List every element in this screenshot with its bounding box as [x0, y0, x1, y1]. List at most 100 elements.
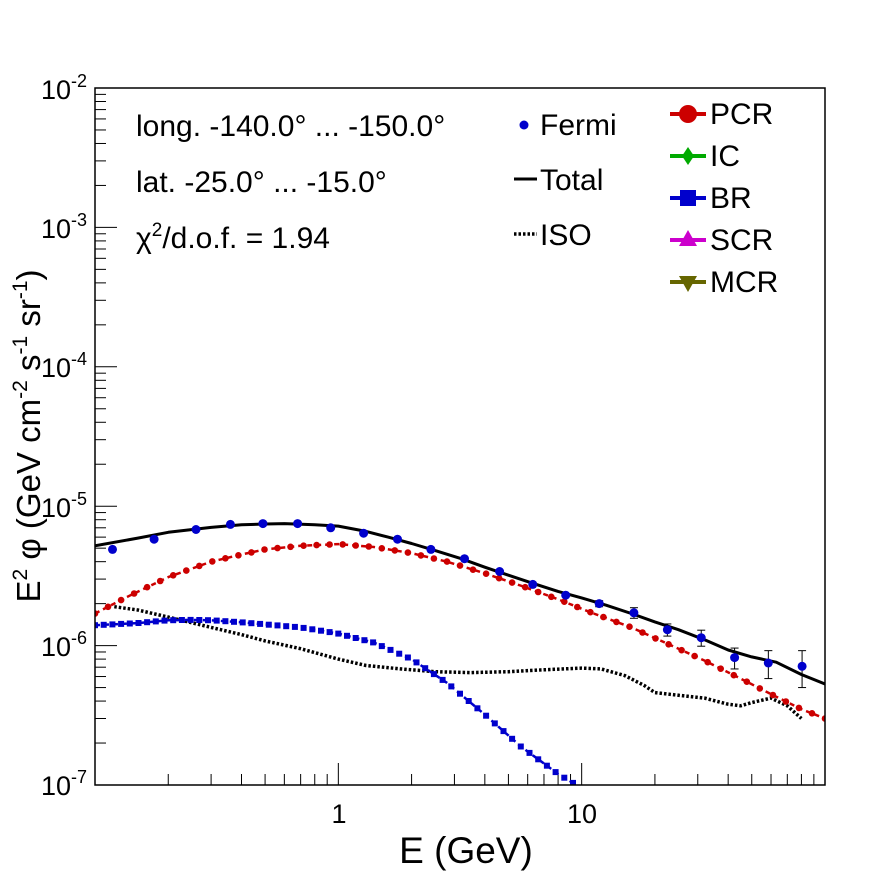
- br-marker: [213, 617, 220, 624]
- legend-label-ic: IC: [710, 140, 740, 173]
- br-marker: [95, 622, 98, 629]
- br-marker: [118, 620, 125, 627]
- pcr-marker: [156, 577, 164, 585]
- fermi-points: [108, 519, 807, 689]
- pcr-marker: [717, 665, 724, 672]
- x-tick-label: 1: [331, 799, 346, 829]
- br-marker: [222, 618, 229, 625]
- fermi-point: [763, 658, 773, 668]
- pcr-marker: [326, 541, 333, 548]
- pcr-marker: [300, 542, 307, 549]
- pcr-marker: [365, 543, 373, 550]
- annotation-longitude: long. -140.0° ... -150.0°: [136, 110, 445, 143]
- fermi-point: [797, 661, 807, 671]
- plot-frame: [94, 87, 826, 786]
- fermi-point: [696, 633, 706, 643]
- br-marker: [422, 665, 429, 672]
- fermi-point: [561, 590, 571, 600]
- br-marker: [187, 616, 194, 623]
- legend-entry-total: Total: [514, 164, 603, 197]
- pcr-marker: [508, 579, 516, 586]
- br-marker: [178, 617, 185, 623]
- x-tick-labels: 1 10: [331, 799, 597, 829]
- fermi-point: [594, 599, 604, 609]
- pcr-marker: [678, 646, 685, 654]
- pcr-marker: [169, 572, 177, 579]
- y-tick-labels: 10-7 10-6 10-5 10-4 10-3 10-2: [41, 71, 87, 801]
- pcr-marker: [130, 590, 138, 597]
- y-tick-label: 10-3: [41, 210, 87, 244]
- br-marker: [248, 620, 255, 627]
- legend-entry-ic: IC: [670, 140, 740, 173]
- br-marker: [239, 619, 246, 626]
- pcr-marker: [456, 562, 464, 569]
- pcr-marker: [196, 562, 203, 570]
- legend-entry-scr: SCR: [670, 224, 773, 257]
- pcr-marker: [548, 593, 555, 601]
- series-layer: [95, 522, 825, 785]
- annotation-chi2: χ2/d.o.f. = 1.94: [136, 220, 330, 255]
- pcr-marker: [665, 641, 672, 648]
- pcr-marker: [378, 545, 386, 552]
- axis-ticks: [94, 93, 815, 786]
- br-marker: [291, 623, 298, 630]
- annotation-latitude: lat. -25.0° ... -15.0°: [136, 166, 387, 199]
- br-marker: [526, 749, 533, 756]
- br-marker: [448, 683, 455, 690]
- series-line-total: [95, 522, 825, 686]
- x-tick-label: 10: [567, 799, 597, 829]
- pcr-marker: [704, 658, 711, 666]
- series-clip: [95, 522, 825, 785]
- pcr-marker: [756, 685, 764, 692]
- pcr-marker: [743, 678, 751, 685]
- br-marker: [231, 618, 237, 625]
- pcr-marker: [404, 549, 412, 556]
- fermi-point: [149, 534, 159, 544]
- pcr-marker: [443, 558, 451, 565]
- fermi-point: [393, 534, 402, 544]
- br-marker: [517, 743, 524, 750]
- pcr-marker: [639, 629, 646, 636]
- x-axis-title: E (GeV): [399, 830, 533, 871]
- legend-marker-scr: [679, 230, 697, 246]
- legend-entry-fermi: Fermi: [519, 109, 617, 142]
- pcr-marker: [730, 671, 738, 679]
- br-marker: [500, 728, 507, 735]
- pcr-marker: [808, 710, 816, 717]
- fermi-point: [293, 519, 303, 529]
- br-marker: [300, 624, 307, 631]
- fermi-point: [730, 653, 740, 663]
- br-marker: [439, 676, 446, 683]
- pcr-marker: [795, 704, 803, 712]
- br-marker: [352, 635, 359, 641]
- fermi-point: [629, 608, 639, 618]
- series-line-iso: [114, 604, 803, 720]
- br-marker: [205, 617, 211, 624]
- legend-label-scr: SCR: [710, 224, 773, 257]
- legend-entry-iso: ISO: [514, 219, 592, 252]
- pcr-marker: [482, 570, 490, 577]
- pcr-marker: [469, 566, 477, 573]
- br-marker: [152, 618, 159, 625]
- pcr-marker: [691, 652, 698, 660]
- pcr-marker: [274, 544, 281, 552]
- br-marker: [344, 632, 350, 639]
- br-marker: [474, 705, 481, 712]
- legend-label-pcr: PCR: [710, 98, 773, 131]
- br-marker: [335, 630, 342, 637]
- legend-label-br: BR: [710, 182, 752, 215]
- y-tick-label: 10-5: [41, 489, 87, 523]
- pcr-marker: [209, 558, 216, 565]
- pcr-marker: [183, 567, 190, 574]
- pcr-marker: [521, 583, 529, 591]
- fermi-point: [359, 528, 369, 538]
- br-marker: [109, 621, 116, 628]
- br-marker: [309, 626, 316, 633]
- pcr-marker: [391, 547, 399, 554]
- fermi-point: [191, 525, 201, 534]
- pcr-marker: [117, 596, 125, 604]
- y-tick-label: 10-6: [41, 628, 87, 662]
- pcr-marker: [352, 542, 360, 549]
- pcr-marker: [248, 549, 255, 556]
- pcr-marker: [261, 546, 268, 553]
